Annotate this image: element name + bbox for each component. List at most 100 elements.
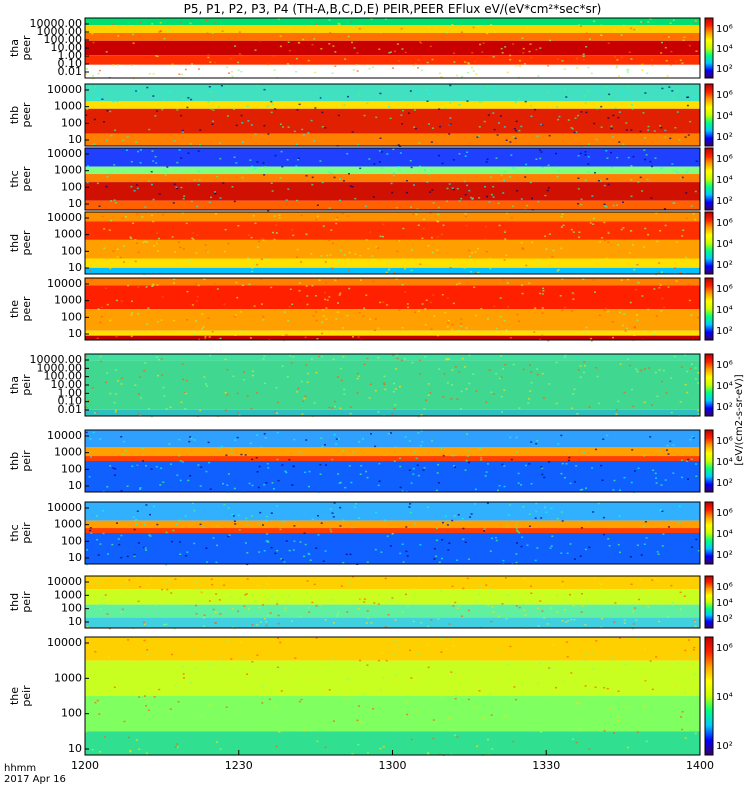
colorbar-tick-label: 10⁴: [716, 598, 733, 609]
y-axis-label: peir: [20, 591, 33, 613]
y-tick-label: 10000: [47, 501, 82, 514]
panel-thc-peir: 10000 1000 100 10 thc peir 10⁶ 10⁴ 10²: [8, 501, 733, 566]
colorbar-tick-label: 10⁴: [716, 239, 733, 250]
colorbar: [704, 353, 714, 417]
panel-thb-peir: 10000 1000 100 10 thb peir 10⁶ 10⁴ 10²: [8, 429, 733, 493]
y-tick-label: 10000.00: [30, 353, 83, 366]
y-tick-label: 10: [68, 133, 82, 146]
y-tick-label: 100.00: [44, 33, 83, 46]
y-tick-label: 100: [61, 180, 82, 193]
y-axis-label: the: [8, 300, 21, 318]
y-axis-label: tha: [8, 39, 21, 57]
y-axis-label: peir: [20, 450, 33, 472]
panel-the-peir: 10000 1000 100 10 the peir 10⁶ 10⁴ 10²: [8, 636, 733, 756]
colorbar-tick-label: 10⁶: [716, 218, 733, 229]
y-tick-label: 10.00: [51, 378, 83, 391]
colorbar: [704, 636, 714, 756]
colorbar-tick-label: 10²: [716, 196, 733, 207]
colorbar: [704, 501, 714, 565]
colorbar-tick-label: 10²: [716, 64, 733, 75]
y-tick-label: 100: [61, 602, 82, 615]
y-axis-label: thb: [8, 106, 21, 124]
colorbar: [704, 83, 714, 147]
y-tick-label: 10000.00: [30, 17, 83, 30]
y-tick-label: 10000: [47, 211, 82, 224]
colorbar-tick-label: 10⁴: [716, 44, 733, 55]
y-tick-label: 10: [68, 479, 82, 492]
y-tick-label: 100: [61, 534, 82, 547]
colorbar: [704, 211, 714, 275]
y-tick-label: 10: [68, 197, 82, 210]
y-tick-label: 1000: [54, 446, 82, 459]
y-axis-label: thc: [8, 170, 21, 187]
colorbar-tick-label: 10²: [716, 326, 733, 337]
y-tick-label: 1000.00: [37, 25, 83, 38]
y-tick-label: 10: [68, 615, 82, 628]
y-axis-label: thd: [8, 593, 21, 611]
y-tick-label: 0.10: [58, 395, 83, 408]
y-tick-label: 1000: [54, 100, 82, 113]
colorbar-tick-label: 10⁴: [716, 692, 733, 703]
x-tick-label: 1200: [71, 759, 99, 772]
colorbar-tick-label: 10⁶: [716, 508, 733, 519]
y-tick-label: 1000: [54, 671, 82, 684]
y-tick-label: 1000: [54, 164, 82, 177]
panel-thd-peer: 10000 1000 100 10 thd peer 10⁶ 10⁴ 10²: [8, 211, 733, 276]
y-tick-label: 1000: [54, 228, 82, 241]
y-tick-label: 100: [61, 116, 82, 129]
y-tick-label: 100: [61, 244, 82, 257]
y-tick-label: 10000: [47, 636, 82, 649]
colorbar-tick-label: 10²: [716, 260, 733, 271]
colorbar-tick-label: 10⁶: [716, 436, 733, 447]
colorbar: [704, 17, 714, 79]
colorbar-tick-label: 10⁶: [716, 24, 733, 35]
colorbar-tick-label: 10²: [716, 478, 733, 489]
colorbar-tick-label: 10⁴: [716, 457, 733, 468]
panel-the-peer: 10000 1000 100 10 the peer 10⁶ 10⁴ 10²: [8, 277, 733, 342]
colorbar-tick-label: 10⁴: [716, 175, 733, 186]
colorbar-unit-label: [eV/(cm2-s-sr-eV)]: [734, 374, 745, 465]
colorbar-tick-label: 10⁴: [716, 305, 733, 316]
colorbar: [704, 575, 714, 629]
panel-frame: [84, 501, 701, 565]
colorbar-tick-label: 10⁶: [716, 643, 733, 654]
y-tick-label: 0.01: [58, 403, 83, 416]
y-tick-label: 1000: [54, 294, 82, 307]
panel-frame: [84, 429, 701, 493]
y-tick-label: 10: [68, 261, 82, 274]
colorbar-tick-label: 10²: [716, 402, 733, 413]
y-tick-label: 1000.00: [37, 361, 83, 374]
colorbar-tick-label: 10⁶: [716, 582, 733, 593]
y-tick-label: 10000: [47, 429, 82, 442]
colorbar-tick-label: 10⁴: [716, 111, 733, 122]
x-tick-label: 1300: [379, 759, 407, 772]
colorbar-tick-label: 10⁴: [716, 381, 733, 392]
y-tick-label: 1000: [54, 588, 82, 601]
x-tick-label: 1230: [225, 759, 253, 772]
y-tick-label: 10000: [47, 575, 82, 588]
colorbar-tick-label: 10²: [716, 132, 733, 143]
colorbar-tick-label: 10²: [716, 550, 733, 561]
y-tick-label: 10000: [47, 147, 82, 160]
y-axis-label: peir: [20, 522, 33, 544]
y-tick-label: 1.00: [58, 386, 83, 399]
time-axis-caption: hhmm 2017 Apr 16: [4, 763, 66, 785]
y-tick-label: 10000: [47, 83, 82, 96]
panel-frame: [84, 575, 701, 629]
y-tick-label: 100: [61, 310, 82, 323]
y-axis-label: thd: [8, 234, 21, 252]
y-tick-label: 10: [68, 551, 82, 564]
y-axis-label: peer: [20, 102, 33, 128]
x-tick-label: 1400: [686, 759, 714, 772]
y-axis-label: peir: [20, 685, 33, 707]
colorbar-tick-label: 10²: [716, 741, 733, 752]
y-axis-label: peer: [20, 166, 33, 192]
y-axis-label: peer: [20, 296, 33, 322]
y-tick-label: 100.00: [44, 370, 83, 383]
y-tick-label: 10.00: [51, 41, 83, 54]
y-axis-label: peir: [20, 374, 33, 396]
